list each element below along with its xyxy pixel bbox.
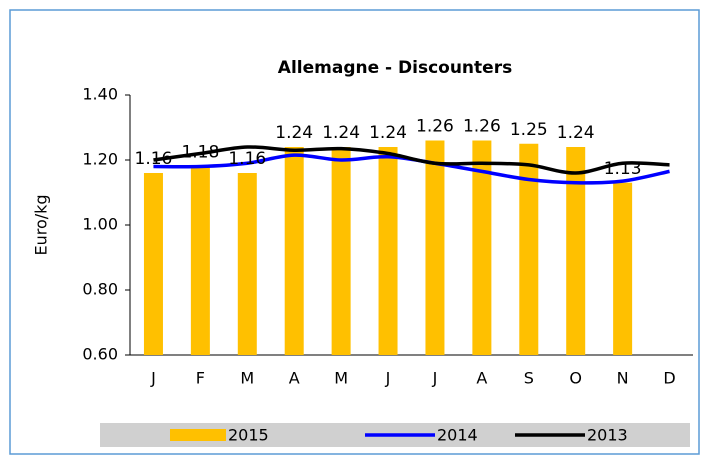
x-tick-label: F (196, 369, 205, 388)
x-tick-label: J (150, 369, 156, 388)
y-tick-label: 1.40 (82, 85, 118, 104)
bar (472, 140, 492, 355)
bar (378, 147, 398, 355)
x-tick-label: A (476, 369, 487, 388)
data-label: 1.16 (228, 149, 266, 169)
x-tick-label: O (569, 369, 582, 388)
x-tick-label: D (663, 369, 675, 388)
x-tick-label: M (334, 369, 348, 388)
y-tick-label: 1.00 (82, 215, 118, 234)
legend-label: 2014 (437, 426, 478, 445)
bar (425, 140, 445, 355)
x-tick-label: A (289, 369, 300, 388)
data-label: 1.24 (557, 123, 595, 143)
data-label: 1.24 (369, 123, 407, 143)
data-label: 1.24 (275, 123, 313, 143)
bar (613, 182, 633, 355)
x-tick-label: S (524, 369, 534, 388)
chart-title: Allemagne - Discounters (278, 58, 512, 78)
x-tick-label: N (617, 369, 629, 388)
bar (190, 166, 210, 355)
data-label: 1.26 (463, 117, 501, 137)
bar (284, 147, 304, 355)
bar (143, 173, 163, 355)
data-label: 1.16 (135, 149, 173, 169)
line (153, 145, 670, 175)
data-label: 1.24 (322, 123, 360, 143)
y-tick-label: 0.80 (82, 280, 118, 299)
bar (331, 147, 351, 355)
x-tick-label: M (240, 369, 254, 388)
bar (237, 173, 257, 355)
bar (566, 147, 586, 355)
y-tick-label: 1.20 (82, 150, 118, 169)
x-tick-label: J (385, 369, 391, 388)
y-axis-label: Euro/kg (32, 194, 51, 255)
data-label: 1.18 (181, 143, 219, 163)
bar (519, 143, 539, 355)
data-label: 1.13 (604, 159, 642, 179)
legend-label: 2015 (228, 426, 269, 445)
x-tick-label: J (432, 369, 438, 388)
data-label: 1.26 (416, 117, 454, 137)
legend-label: 2013 (587, 426, 628, 445)
y-tick-label: 0.60 (82, 345, 118, 364)
data-label: 1.25 (510, 120, 548, 140)
legend-swatch (170, 429, 226, 441)
